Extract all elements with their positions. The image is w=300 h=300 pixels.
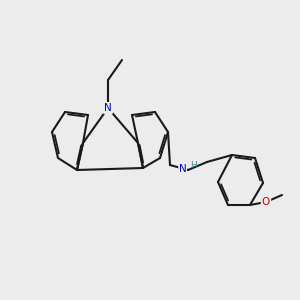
Text: H: H (190, 161, 197, 170)
Text: N: N (179, 164, 187, 173)
Text: O: O (262, 197, 270, 207)
Text: N: N (104, 103, 112, 113)
